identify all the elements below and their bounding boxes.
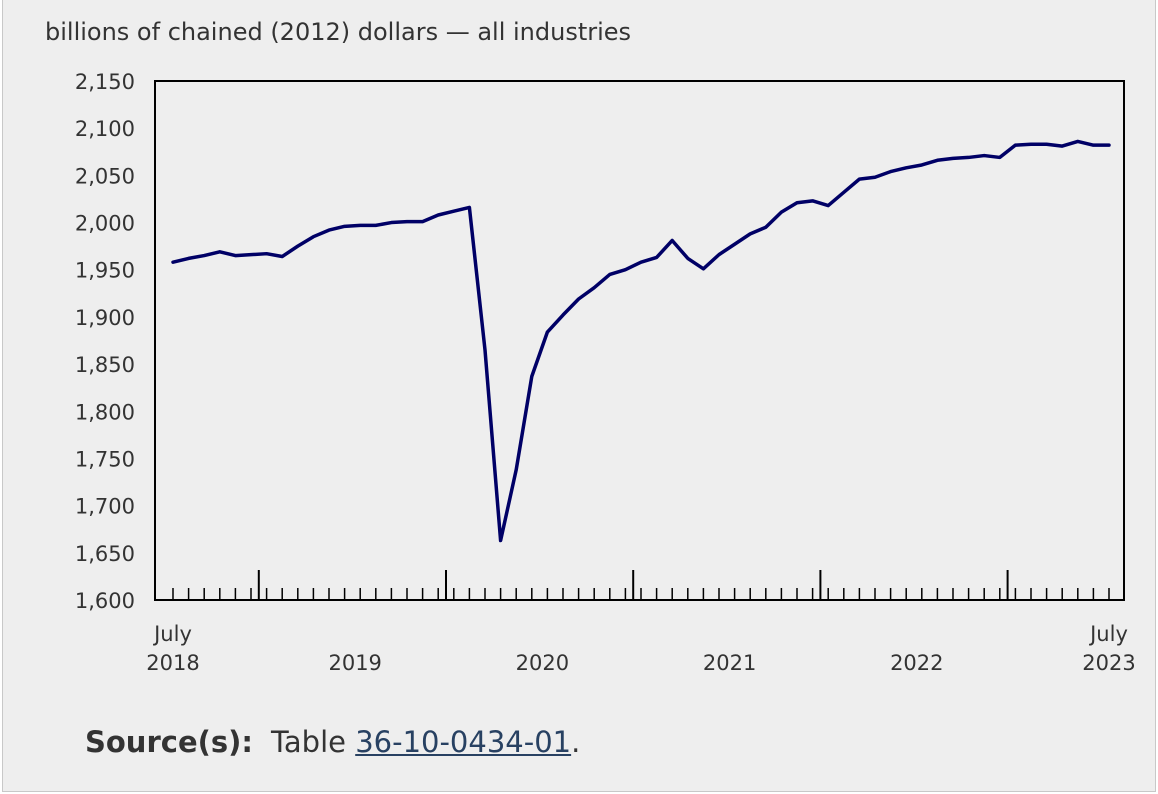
- source-label: Source(s):: [85, 725, 253, 759]
- x-label-year: 2018: [146, 651, 199, 675]
- y-tick-label: 1,800: [75, 400, 135, 424]
- x-label-month: July: [152, 622, 192, 646]
- y-tick-label: 1,700: [75, 495, 135, 519]
- x-label-month: July: [1088, 622, 1128, 646]
- y-tick-label: 2,050: [75, 164, 135, 188]
- y-tick-label: 1,650: [75, 542, 135, 566]
- y-tick-label: 2,000: [75, 212, 135, 236]
- source-table-link[interactable]: 36-10-0434-01: [355, 725, 572, 759]
- x-label-year: 2022: [890, 651, 943, 675]
- x-label-year: 2023: [1082, 651, 1135, 675]
- y-tick-label: 2,100: [75, 117, 135, 141]
- y-tick-label: 1,950: [75, 259, 135, 283]
- source-suffix: .: [571, 725, 581, 759]
- x-label-year: 2021: [703, 651, 756, 675]
- plot-area: [154, 80, 1125, 601]
- line-chart: billions of chained (2012) dollars — all…: [45, 18, 1136, 675]
- y-tick-label: 1,750: [75, 447, 135, 471]
- y-axis-ticks: 1,600 1,650 1,700 1,750 1,800 1,850 1,900 1,950…: [75, 70, 135, 613]
- x-label-year: 2020: [516, 651, 569, 675]
- x-axis-ticks: [172, 570, 1110, 600]
- y-tick-label: 1,850: [75, 353, 135, 377]
- y-axis-label: billions of chained (2012) dollars — all…: [45, 18, 631, 46]
- source-note: Source(s): Table 36-10-0434-01.: [85, 722, 580, 762]
- x-axis-labels: July 2018 2019 2020 2021 2022 July 2023: [146, 622, 1135, 675]
- x-label-year: 2019: [328, 651, 381, 675]
- y-tick-label: 1,600: [75, 589, 135, 613]
- source-prefix: Table: [270, 725, 356, 759]
- y-tick-label: 1,900: [75, 306, 135, 330]
- series-line: [171, 139, 1111, 543]
- y-tick-label: 2,150: [75, 70, 135, 94]
